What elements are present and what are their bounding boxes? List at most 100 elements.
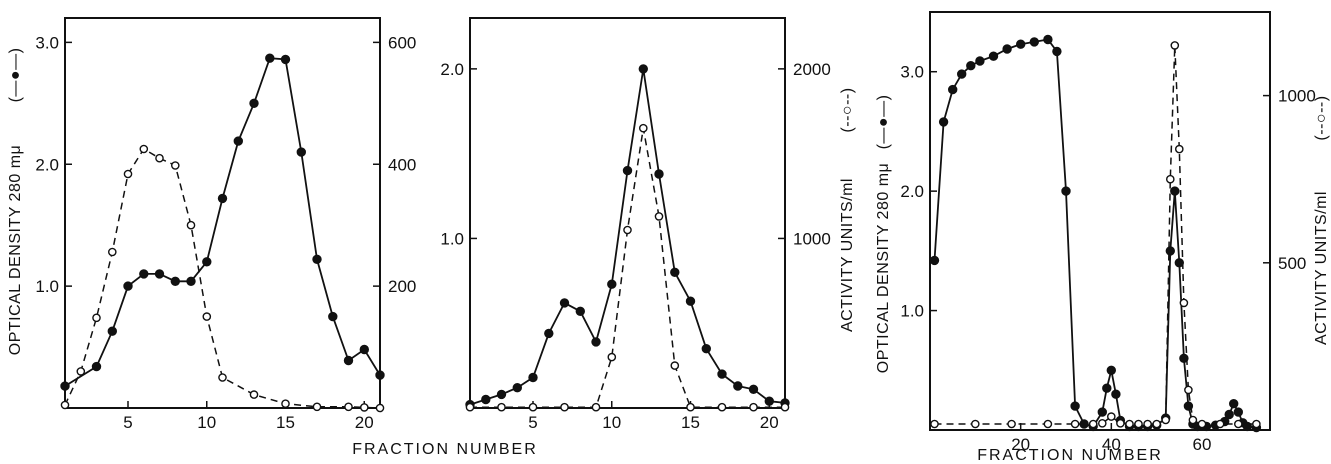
optical-density-point (343, 355, 354, 366)
activity-point (1184, 385, 1193, 395)
panel-3-ticks: 20 40 60 1.0 2.0 3.0 500 1000 (900, 63, 1315, 454)
x-tick-label: 5 (528, 413, 537, 432)
optical-density-point (764, 396, 774, 406)
activity-point (375, 403, 385, 413)
optical-density-series-line (933, 38, 1257, 429)
activity-point (607, 352, 617, 362)
activity-point (60, 400, 70, 410)
optical-density-point (717, 369, 727, 379)
optical-density-point (1179, 353, 1189, 363)
optical-density-point (512, 383, 522, 393)
panel-3-right-axis-label: ACTIVITY UNITS/ml (1313, 191, 1330, 345)
activity-point (654, 212, 664, 221)
optical-density-point (638, 64, 648, 74)
panel-3-right-axis-legend: (--○--) (1313, 95, 1330, 140)
optical-density-point (107, 326, 118, 336)
panel-2: 5 10 15 20 1.0 2.0 1000 2000 FRACTION NUMBER AC… (352, 17, 856, 458)
activity-point (670, 361, 680, 370)
x-tick-label: 40 (1102, 435, 1121, 454)
activity-point (139, 144, 149, 154)
y-left-tick-label: 2.0 (440, 60, 464, 79)
optical-density-point (1242, 421, 1253, 432)
y-left-tick-label: 2.0 (900, 182, 924, 201)
optical-density-point (975, 56, 985, 66)
activity-point (312, 402, 322, 412)
optical-density-point (1224, 409, 1234, 420)
optical-density-point (1233, 407, 1244, 417)
x-tick-label: 20 (1011, 435, 1030, 454)
optical-density-point (1111, 389, 1121, 399)
panel-2-series (465, 64, 790, 412)
activity-point (528, 402, 538, 412)
panel-1-series (60, 53, 385, 413)
activity-point (1007, 419, 1016, 429)
optical-density-point (1061, 186, 1071, 196)
activity-point (1252, 419, 1261, 429)
optical-density-point (202, 257, 212, 267)
panel-1: 5 10 15 20 1.0 2.0 3.0 200 400 600 OPTICAL DENSIT… (7, 17, 416, 432)
panel-3: 20 40 60 1.0 2.0 3.0 500 1000 FRACTION NUMBER O… (875, 11, 1330, 464)
activity-point (108, 247, 117, 257)
activity-point (155, 153, 164, 163)
activity-point (249, 390, 259, 399)
activity-point (1070, 419, 1080, 429)
activity-point (186, 220, 196, 230)
y-left-tick-label: 2.0 (35, 155, 59, 174)
panel-2-ticks: 5 10 15 20 1.0 2.0 1000 2000 (440, 60, 830, 432)
activity-point (1215, 419, 1225, 429)
optical-density-point (481, 394, 491, 405)
activity-point (1161, 415, 1170, 425)
optical-density-point (733, 381, 743, 391)
panel-3-frame (929, 11, 1271, 431)
optical-density-point (1002, 44, 1012, 54)
y-right-tick-label: 2000 (793, 60, 831, 79)
optical-density-point (948, 84, 958, 95)
panel-3-x-axis-label: FRACTION NUMBER (977, 447, 1163, 464)
optical-density-point (265, 53, 275, 63)
x-tick-label: 10 (197, 413, 216, 432)
activity-point (780, 402, 790, 412)
activity-point (1179, 298, 1189, 308)
panel-2-right-axis-legend: (--○--) (839, 87, 856, 132)
activity-point (202, 312, 212, 321)
activity-point (497, 402, 506, 412)
y-left-tick-label: 1.0 (440, 229, 464, 248)
optical-density-point (1165, 246, 1176, 256)
y-left-tick-label: 3.0 (900, 63, 924, 82)
optical-density-point (280, 54, 291, 65)
x-tick-label: 20 (760, 413, 779, 432)
activity-point (623, 225, 632, 235)
x-tick-label: 20 (355, 413, 374, 432)
optical-density-point (559, 298, 570, 308)
activity-point (170, 161, 180, 170)
activity-series-line (934, 45, 1257, 425)
activity-point (1197, 419, 1207, 429)
optical-density-point (91, 361, 102, 372)
optical-density-point (1229, 399, 1239, 409)
activity-point (971, 419, 980, 429)
activity-point (123, 169, 133, 179)
y-left-tick-label: 1.0 (35, 277, 59, 296)
optical-density-point (1170, 186, 1180, 196)
panel-1-left-axis-legend: (—●—) (7, 48, 24, 103)
activity-series-line (64, 147, 381, 409)
optical-density-point (1029, 37, 1040, 47)
y-right-tick-label: 1000 (1278, 87, 1316, 106)
optical-density-point (60, 381, 70, 391)
optical-density-point (170, 276, 181, 286)
optical-density-point (233, 136, 244, 146)
optical-density-point (328, 311, 338, 322)
x-tick-label: 10 (602, 413, 621, 432)
activity-point (1116, 418, 1125, 428)
optical-density-point (528, 372, 538, 383)
optical-density-point (670, 267, 680, 277)
optical-density-point (312, 254, 322, 264)
activity-point (930, 419, 939, 429)
optical-density-point (375, 370, 385, 380)
optical-density-point (988, 51, 999, 61)
optical-density-point (1106, 365, 1117, 375)
y-right-tick-label: 600 (388, 33, 416, 52)
x-tick-label: 15 (681, 413, 700, 432)
activity-point (1107, 412, 1116, 421)
optical-density-point (622, 165, 633, 176)
